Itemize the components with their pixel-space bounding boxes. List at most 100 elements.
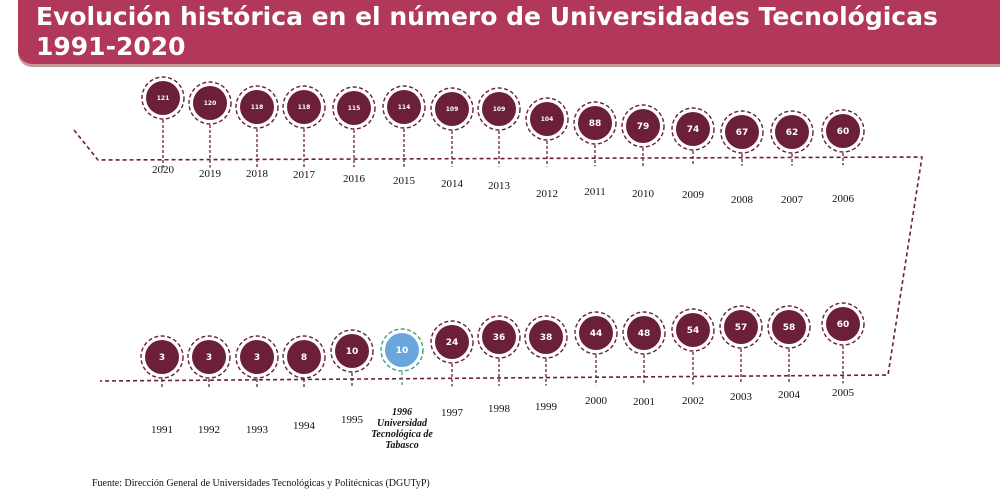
top-value-2016: 115 [348,105,361,112]
bottom-year-1993: 1993 [246,424,269,436]
title-line-1: Evolución histórica en el número de Univ… [36,2,938,31]
top-value-2008: 67 [736,128,749,138]
top-bubble-2011 [578,106,612,140]
bottom-value-2002: 54 [687,326,700,336]
bottom-bubble-1993 [240,340,274,374]
top-year-2008: 2008 [731,194,754,206]
top-value-2014: 109 [446,106,459,113]
top-year-2014: 2014 [441,178,464,190]
source-note: Fuente: Dirección General de Universidad… [92,478,430,489]
top-bubble-2009 [676,112,710,146]
bottom-value-2004: 58 [783,323,796,333]
top-value-2018: 118 [251,104,264,111]
bottom-year-1998: 1998 [488,403,511,415]
top-year-2016: 2016 [343,173,366,185]
bottom-bubble-1996 [385,333,419,367]
bottom-bubble-2004 [772,310,806,344]
top-year-2018: 2018 [246,168,269,180]
top-bubble-2018 [240,90,274,124]
page-title: Evolución histórica en el número de Univ… [36,2,976,62]
top-year-2009: 2009 [682,189,705,201]
bottom-bubble-1991 [145,340,179,374]
timeline-path [73,129,923,382]
top-year-2015: 2015 [393,175,416,187]
top-bubble-2012 [530,102,564,136]
bottom-year-2000: 2000 [585,395,608,407]
top-bubble-2006 [826,114,860,148]
bottom-year-2005: 2005 [832,387,855,399]
top-bubble-2015 [387,90,421,124]
highlight-label-line-3: Tecnológica de [371,429,433,440]
top-value-2010: 79 [637,122,650,132]
bottom-bubble-2000 [579,316,613,350]
bottom-year-1994: 1994 [293,420,316,432]
bottom-value-2005: 60 [837,320,850,330]
bottom-bubble-2001 [627,316,661,350]
top-year-2011: 2011 [584,186,606,198]
highlight-label-line-1: 1996 [392,407,412,418]
top-bubble-2008 [725,115,759,149]
top-value-2015: 114 [398,104,411,111]
top-value-2011: 88 [589,119,602,129]
bottom-bubble-1994 [287,340,321,374]
bottom-year-1992: 1992 [198,424,220,436]
top-bubble-2020 [146,81,180,115]
bottom-year-2003: 2003 [730,391,753,403]
top-year-2013: 2013 [488,180,511,192]
top-year-2007: 2007 [781,194,804,206]
top-bubble-2014 [435,92,469,126]
top-value-2017: 118 [298,104,311,111]
top-year-2010: 2010 [632,188,655,200]
top-bubble-2017 [287,90,321,124]
top-value-2006: 60 [837,127,850,137]
bottom-bubble-1997 [435,325,469,359]
top-year-2020: 2020 [152,164,175,176]
bottom-value-1991: 3 [159,353,165,363]
bottom-value-2000: 44 [590,329,603,339]
top-year-2012: 2012 [536,188,558,200]
bottom-value-1994: 8 [301,353,307,363]
top-value-2013: 109 [493,106,506,113]
bottom-value-1992: 3 [206,353,212,363]
bottom-value-1993: 3 [254,353,260,363]
bottom-bubble-2003 [724,310,758,344]
title-line-2: 1991-2020 [36,32,186,61]
bottom-bubble-1995 [335,334,369,368]
top-year-2019: 2019 [199,168,222,180]
bottom-value-2001: 48 [638,329,651,339]
bottom-year-2001: 2001 [633,396,655,408]
top-year-2006: 2006 [832,193,855,205]
bottom-year-1997: 1997 [441,407,464,419]
bottom-value-1998: 36 [493,333,506,343]
bottom-bubble-2005 [826,307,860,341]
top-value-2020: 121 [157,95,170,102]
bottom-value-1996: 10 [396,346,409,356]
bottom-year-2002: 2002 [682,395,704,407]
bottom-year-1995: 1995 [341,414,364,426]
bottom-year-1999: 1999 [535,401,558,413]
top-bubble-2010 [626,109,660,143]
top-year-2017: 2017 [293,169,316,181]
top-value-2019: 120 [204,100,217,107]
bottom-value-1997: 24 [446,338,459,348]
bottom-year-1991: 1991 [151,424,173,436]
bottom-bubble-1992 [192,340,226,374]
top-bubble-2016 [337,91,371,125]
bottom-bubble-1998 [482,320,516,354]
highlight-label-line-2: Universidad [377,418,428,429]
bottom-bubble-1999 [529,320,563,354]
bottom-bubble-2002 [676,313,710,347]
highlight-label-line-4: Tabasco [385,440,419,451]
title-banner [18,0,1000,64]
bottom-value-2003: 57 [735,323,748,333]
bottom-value-1995: 10 [346,347,359,357]
top-bubble-2019 [193,86,227,120]
top-bubble-2007 [775,115,809,149]
top-value-2012: 104 [541,116,554,123]
top-value-2007: 62 [786,128,799,138]
top-bubble-2013 [482,92,516,126]
bottom-year-2004: 2004 [778,389,801,401]
top-value-2009: 74 [687,125,700,135]
bottom-value-1999: 38 [540,333,553,343]
